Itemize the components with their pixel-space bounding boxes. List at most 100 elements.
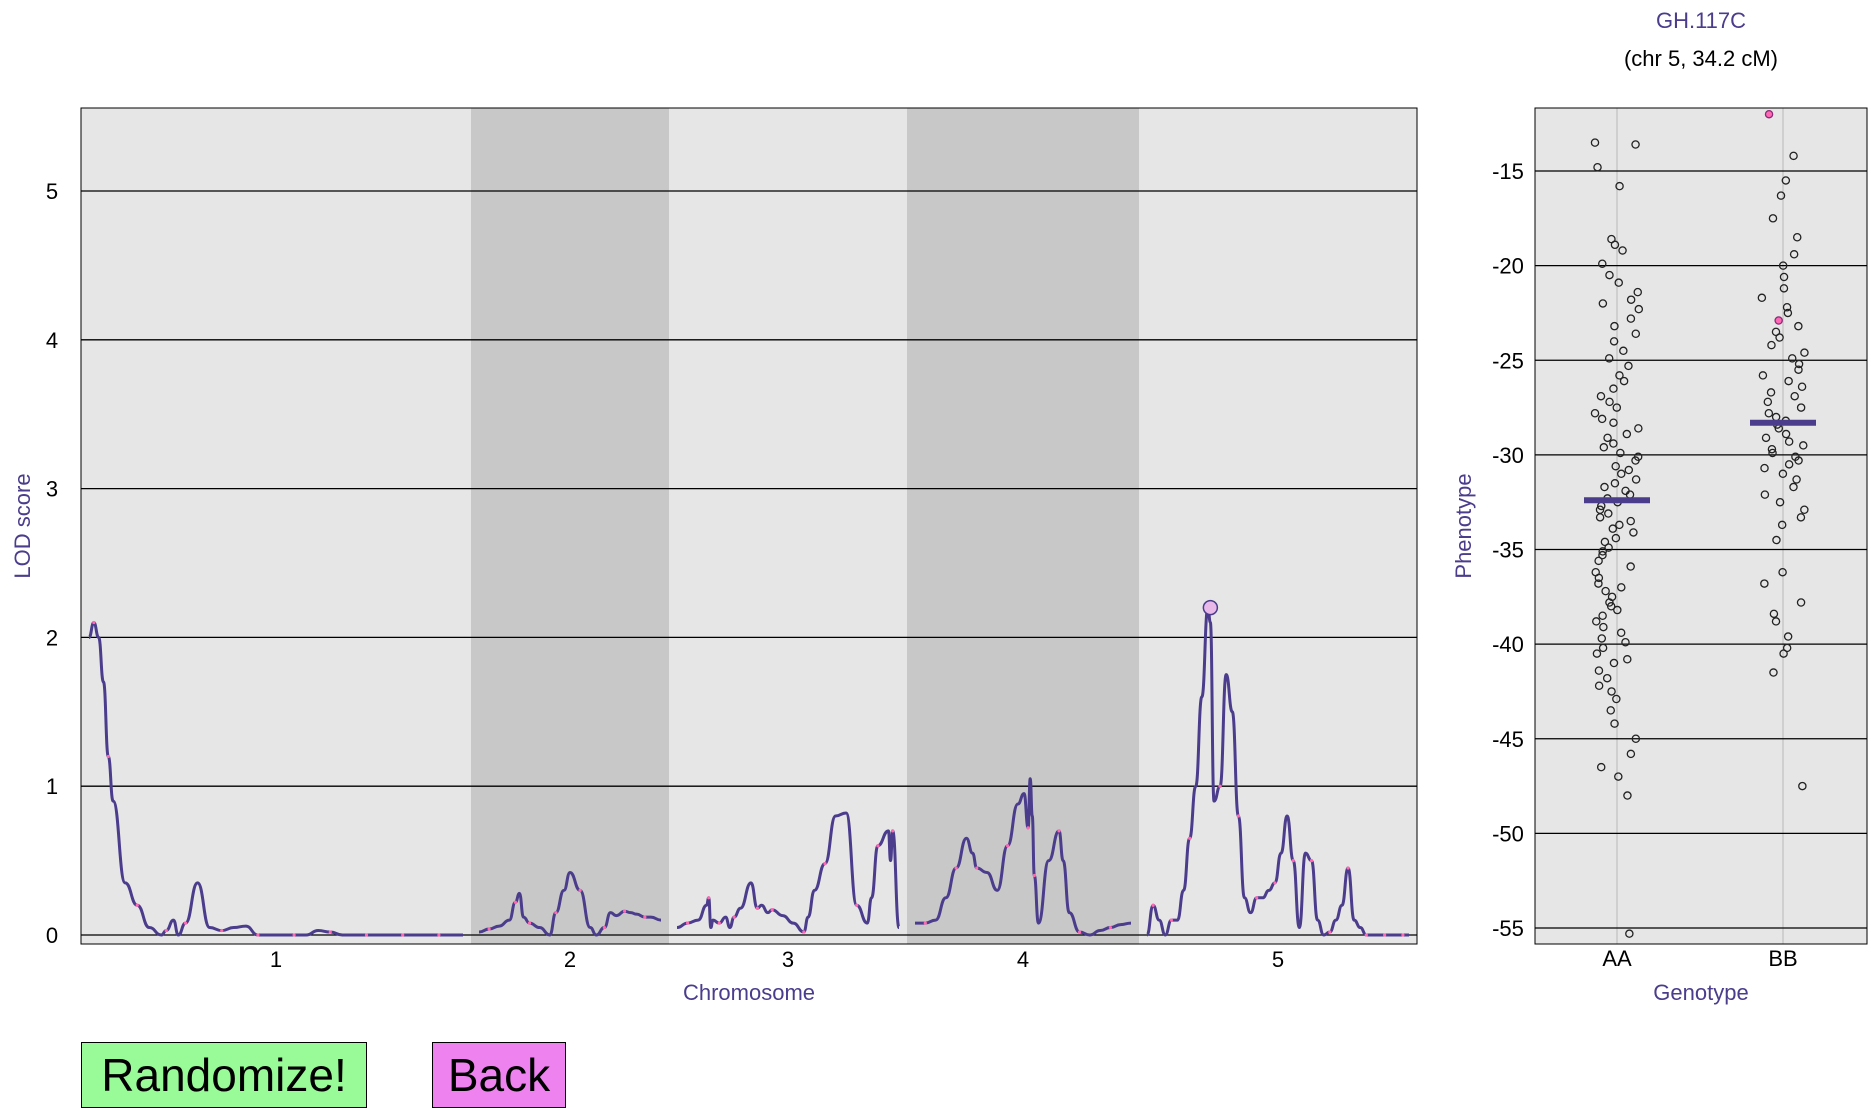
data-point-BB — [1775, 333, 1784, 342]
y-tick-label: -35 — [1492, 538, 1524, 563]
data-point-BB — [1796, 403, 1806, 412]
data-point-AA — [1592, 617, 1601, 626]
data-point-BB — [1757, 293, 1767, 303]
y-tick-label: -50 — [1492, 821, 1524, 846]
data-point-AA — [1633, 287, 1642, 297]
data-point-AA — [1631, 329, 1641, 339]
marker-point — [220, 928, 224, 933]
data-point-BB — [1777, 520, 1787, 530]
data-point-AA — [1598, 547, 1607, 556]
data-point-AA — [1624, 465, 1634, 475]
marker-point — [602, 925, 606, 930]
data-point-AA — [1596, 391, 1606, 401]
data-point-BB — [1778, 567, 1787, 577]
y-tick-label: 0 — [46, 923, 58, 948]
data-point-AA — [1626, 295, 1636, 304]
data-point-BB — [1767, 444, 1777, 454]
data-point-AA — [1598, 643, 1608, 653]
randomize-button[interactable]: Randomize! — [81, 1042, 367, 1108]
chromosome-band-4 — [907, 108, 1139, 944]
data-point-AA — [1626, 749, 1636, 759]
marker-point — [183, 921, 188, 925]
marker-point — [1026, 826, 1030, 830]
data-point-BB — [1787, 354, 1797, 363]
data-point-AA — [1623, 791, 1632, 800]
data-point-AA — [1626, 516, 1635, 526]
plot-background — [1535, 108, 1867, 944]
data-point-BB — [1789, 482, 1798, 492]
data-point-AA — [1594, 556, 1603, 566]
data-point-BB — [1794, 359, 1804, 369]
y-tick-label: 1 — [46, 774, 58, 799]
marker-point — [717, 921, 721, 925]
y-tick-label: 2 — [46, 625, 58, 650]
marker-point — [527, 921, 532, 925]
data-point-BB — [1784, 437, 1794, 446]
marker-point — [1309, 859, 1314, 863]
marker-point — [92, 620, 96, 625]
data-point-AA — [1615, 371, 1624, 380]
data-point-BB — [1790, 391, 1799, 401]
data-point-AA — [1610, 479, 1620, 488]
y-tick-label: -15 — [1492, 159, 1524, 184]
data-point-AA — [1624, 361, 1633, 371]
marker-point — [975, 866, 979, 870]
marker-point — [1328, 930, 1332, 934]
y-axis-title: LOD score — [10, 473, 35, 578]
back-button[interactable]: Back — [432, 1042, 566, 1108]
data-point-AA — [1598, 611, 1607, 620]
marker-point — [1401, 933, 1405, 937]
data-point-AA — [1604, 543, 1613, 552]
marker-point — [954, 866, 958, 870]
data-point-AA — [1631, 140, 1640, 149]
data-point-AA — [1609, 418, 1618, 427]
data-point-BB — [1760, 490, 1770, 499]
data-point-BB — [1799, 441, 1808, 450]
data-point-AA — [1626, 562, 1635, 571]
data-point-BB — [1783, 632, 1793, 641]
plot-title: GH.117C — [1656, 8, 1746, 33]
data-point-AA — [1621, 637, 1630, 647]
data-point-BB — [1779, 272, 1789, 282]
marker-point — [855, 903, 859, 907]
x-tick-label: 4 — [1017, 947, 1029, 972]
data-point-AA — [1616, 628, 1626, 638]
data-point-BB — [1779, 284, 1789, 293]
data-point-BB — [1769, 668, 1778, 677]
data-point-BB — [1774, 316, 1783, 325]
data-point-AA — [1625, 929, 1634, 938]
data-point-AA — [1602, 673, 1612, 683]
lod-score-plot: 0 1 2 3 4 5 1 2 3 4 5 Chromosome LOD score — [10, 107, 1418, 1005]
data-point-AA — [1629, 528, 1638, 537]
data-point-AA — [1605, 397, 1614, 407]
data-point-AA — [1594, 666, 1604, 675]
data-point-BB — [1771, 617, 1781, 626]
data-point-AA — [1614, 772, 1623, 781]
data-point-AA — [1631, 475, 1641, 484]
data-point-BB — [1794, 456, 1803, 465]
marker-point — [770, 908, 774, 912]
data-point-AA — [1590, 408, 1600, 418]
data-point-AA — [1610, 321, 1619, 331]
data-point-AA — [1596, 762, 1606, 772]
x-tick-label: 2 — [564, 947, 576, 972]
marker-point — [1169, 918, 1173, 922]
data-point-AA — [1609, 337, 1619, 346]
data-point-AA — [1631, 734, 1641, 744]
data-point-BB — [1763, 397, 1773, 407]
data-point-AA — [1617, 469, 1626, 479]
lod-curve-chr1 — [87, 621, 463, 937]
marker-point — [554, 911, 558, 915]
chromosome-band-1 — [81, 108, 471, 944]
data-point-BB — [1783, 308, 1793, 318]
marker-point — [1108, 925, 1113, 930]
marker-point — [401, 933, 405, 937]
data-point-BB — [1779, 649, 1788, 658]
y-axis-title: Phenotype — [1451, 473, 1476, 578]
data-point-AA — [1597, 414, 1607, 424]
data-point-AA — [1604, 509, 1613, 518]
data-point-AA — [1606, 602, 1616, 611]
marker-point — [1005, 844, 1010, 848]
chromosome-band-5 — [1139, 108, 1417, 944]
x-tick-label: 5 — [1272, 947, 1284, 972]
